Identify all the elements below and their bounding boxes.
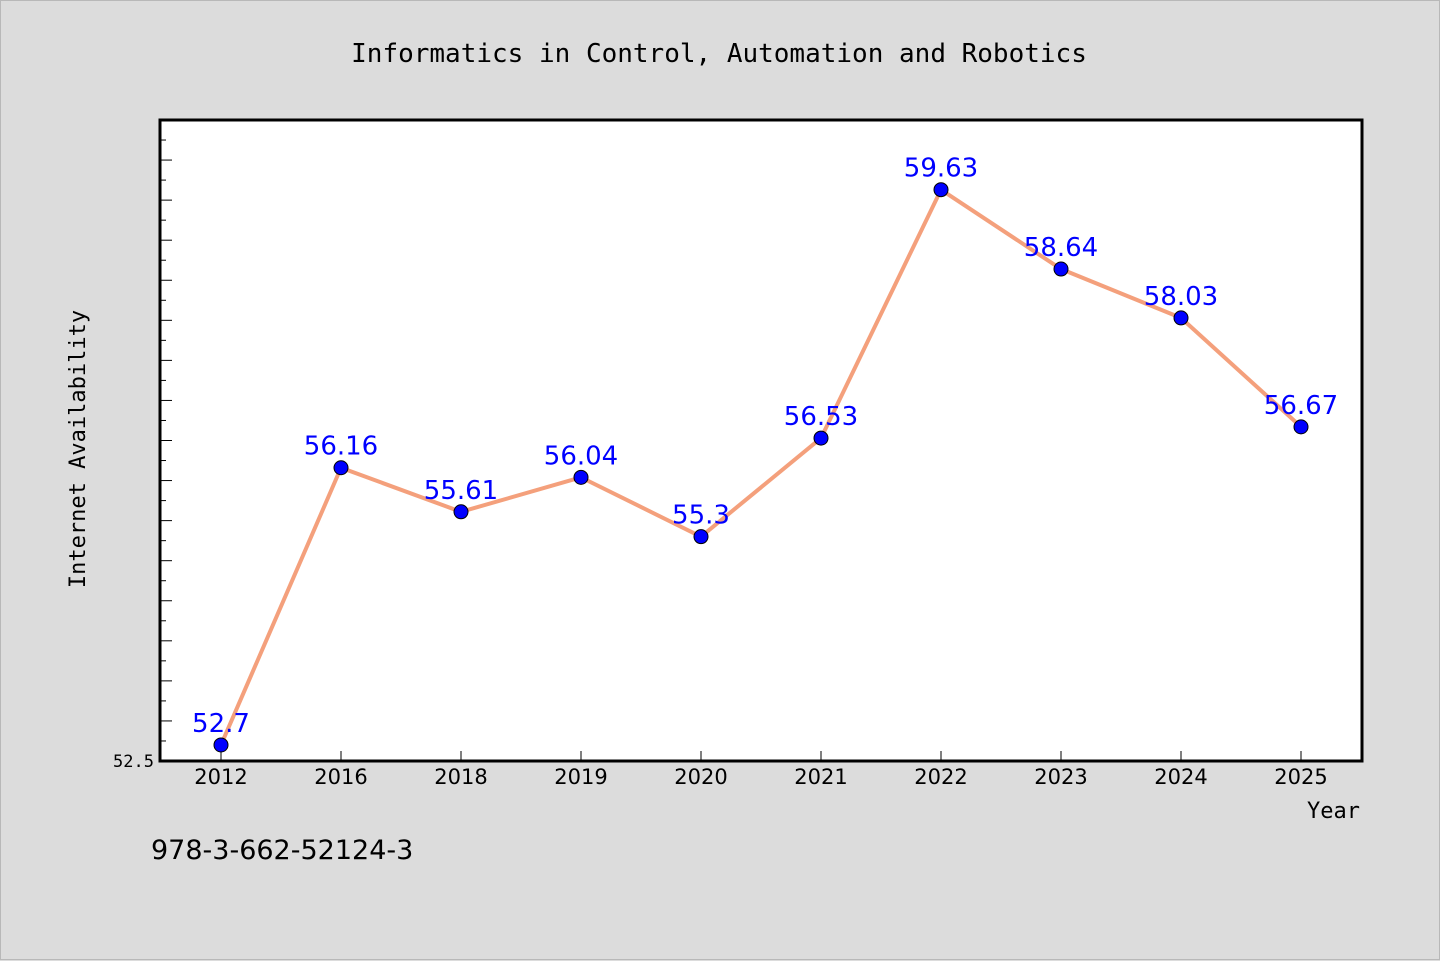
data-point: [933, 182, 949, 198]
y-axis-ticks: [160, 119, 172, 762]
data-point: [693, 529, 709, 545]
data-point: [1053, 261, 1069, 277]
x-tick-label: 2021: [794, 765, 847, 789]
data-label: 58.64: [1024, 233, 1098, 263]
x-tick-label: 2020: [674, 765, 727, 789]
x-axis-ticks: [220, 751, 1302, 761]
isbn-code: 978-3-662-52124-3: [151, 835, 414, 866]
data-label: 52.7: [192, 709, 250, 739]
x-axis-label: Year: [1307, 799, 1360, 824]
y-tick-label-min: 52.5: [113, 752, 154, 772]
data-label: 56.16: [304, 432, 378, 462]
x-tick-label: 2024: [1154, 765, 1207, 789]
data-point: [213, 737, 229, 753]
y-axis-label: Internet Availability: [66, 310, 91, 588]
data-point: [573, 469, 589, 485]
x-tick-label: 2019: [554, 765, 607, 789]
data-label: 56.04: [544, 441, 618, 471]
data-label: 58.03: [1144, 282, 1218, 312]
series-0: 52.7 56.16 55.61 56.04 55.3 56.53 59.63 58.64 58…: [192, 154, 1338, 753]
data-label: 56.53: [784, 402, 858, 432]
x-tick-label: 2018: [434, 765, 487, 789]
x-tick-label: 2016: [314, 765, 367, 789]
series-line: [219, 187, 1303, 747]
data-label: 55.61: [424, 476, 498, 506]
x-tick-label: 2023: [1034, 765, 1087, 789]
data-label: 56.67: [1264, 391, 1338, 421]
data-point: [1173, 310, 1189, 326]
chart-title: Informatics in Control, Automation and R…: [351, 39, 1087, 69]
data-point: [333, 460, 349, 476]
x-tick-label: 2022: [914, 765, 967, 789]
data-point: [813, 430, 829, 446]
data-label: 59.63: [904, 154, 978, 184]
data-point: [453, 504, 469, 520]
x-tick-label: 2012: [194, 765, 247, 789]
x-tick-labels: 2012 2016 2018 2019 2020 2021 2022 2023 2024 2025: [194, 765, 1327, 789]
data-label: 55.3: [672, 501, 730, 531]
plot-area: [158, 118, 1364, 763]
x-tick-label: 2025: [1274, 765, 1327, 789]
data-point: [1293, 419, 1309, 435]
